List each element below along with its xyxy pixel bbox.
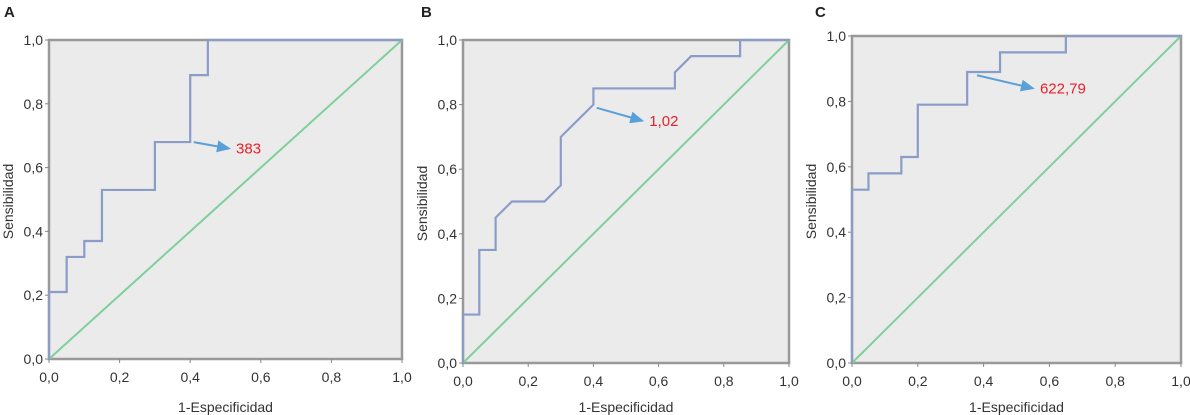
y-tick-label: 0,0 [24,351,44,367]
y-tick-label: 0,4 [438,226,458,242]
y-tick-label: 0,4 [24,223,44,239]
y-axis-label: Sensibilidad [803,164,819,240]
panel-label: C [815,4,826,21]
y-tick-label: 0,6 [438,161,458,177]
reference-line [48,39,403,360]
x-tick-label: 0,2 [908,373,928,389]
panel-label: A [4,4,15,21]
roc-curve [850,34,1181,363]
y-tick-label: 0,2 [24,287,44,303]
x-tick-label: 0,8 [1105,373,1125,389]
y-tick-label: 0,2 [827,290,847,306]
y-axis-label: Sensibilidad [0,164,16,240]
x-tick-label: 0,2 [518,373,538,389]
y-tick-label: 0,4 [827,224,847,240]
y-tick-label: 0,6 [24,160,44,176]
x-tick-label: 0,0 [453,373,473,389]
reference-line [462,39,790,364]
y-tick-label: 0,6 [827,159,847,175]
cutoff-arrow [976,74,1035,92]
chart-panel-c: C 0,0 0,2 0,4 0,6 0,8 1,0 0,0 0,2 0,4 0,6 0,8 1,0 1-E… [803,4,1190,415]
y-tick-label: 0,8 [827,93,847,109]
cutoff-label: 383 [236,140,261,157]
cutoff-arrow [596,106,645,124]
panel-label: B [421,4,432,21]
y-tick-label: 0,8 [438,97,458,113]
roc-curve [47,38,402,359]
x-tick-label: 0,6 [649,373,669,389]
x-tick-label: 1,0 [392,369,412,385]
x-axis-label: 1-Especificidad [969,399,1064,415]
y-axis-label: Sensibilidad [414,166,430,242]
x-tick-label: 0,4 [180,369,200,385]
chart-panel-b: B 0,0 0,2 0,4 0,6 0,8 1,0 0,0 0,2 0,4 0,6 0,8 1,0 1-E… [414,4,799,415]
x-tick-label: 0,8 [322,369,342,385]
y-tick-label: 0,0 [827,355,847,371]
roc-curve [461,38,789,363]
cutoff-arrow [193,140,231,153]
x-tick-label: 0,6 [1040,373,1060,389]
x-tick-label: 0,8 [714,373,734,389]
x-tick-label: 0,4 [584,373,604,389]
y-tick-label: 1,0 [827,28,847,44]
reference-line [851,35,1182,364]
y-tick-label: 0,2 [438,290,458,306]
x-tick-label: 0,0 [39,369,59,385]
y-tick-label: 0,0 [438,355,458,371]
x-tick-label: 1,0 [1171,373,1190,389]
x-tick-label: 0,6 [251,369,271,385]
y-tick-label: 0,8 [24,96,44,112]
x-tick-label: 1,0 [779,373,799,389]
x-tick-label: 0,0 [842,373,862,389]
y-tick-label: 1,0 [24,32,44,48]
x-axis-label: 1-Especificidad [178,399,273,415]
chart-panel-a: A 0,0 0,2 0,4 0,6 0,8 1,0 0,0 0,2 0,4 0,6 0,8 1,0 1-E… [0,4,412,415]
y-tick-label: 1,0 [438,32,458,48]
cutoff-label: 1,02 [649,113,678,130]
x-tick-label: 0,4 [974,373,994,389]
x-tick-label: 0,2 [110,369,130,385]
x-axis-label: 1-Especificidad [579,399,674,415]
cutoff-label: 622,79 [1040,80,1086,97]
